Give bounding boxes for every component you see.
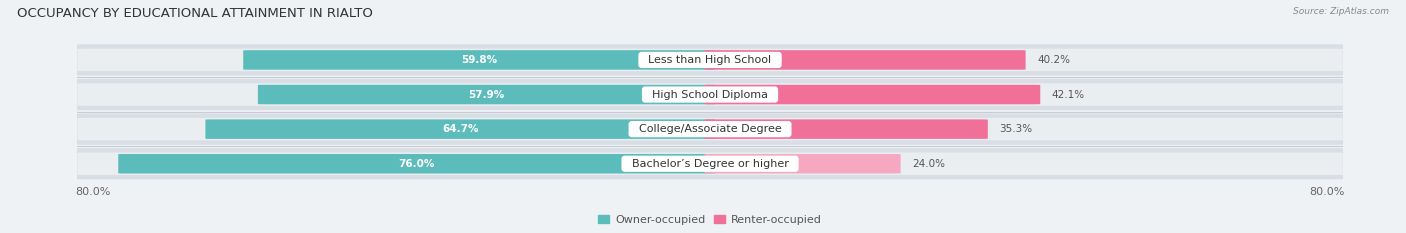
- Legend: Owner-occupied, Renter-occupied: Owner-occupied, Renter-occupied: [593, 210, 827, 229]
- Text: 64.7%: 64.7%: [441, 124, 478, 134]
- FancyBboxPatch shape: [704, 154, 901, 174]
- FancyBboxPatch shape: [205, 119, 716, 139]
- Text: College/Associate Degree: College/Associate Degree: [631, 124, 789, 134]
- FancyBboxPatch shape: [704, 50, 1025, 70]
- FancyBboxPatch shape: [76, 79, 1344, 110]
- FancyBboxPatch shape: [118, 154, 716, 174]
- FancyBboxPatch shape: [76, 44, 1344, 75]
- FancyBboxPatch shape: [77, 49, 1343, 71]
- Text: 24.0%: 24.0%: [912, 159, 945, 169]
- Text: Less than High School: Less than High School: [641, 55, 779, 65]
- Text: 35.3%: 35.3%: [1000, 124, 1032, 134]
- Text: 40.2%: 40.2%: [1038, 55, 1070, 65]
- FancyBboxPatch shape: [77, 118, 1343, 140]
- Text: OCCUPANCY BY EDUCATIONAL ATTAINMENT IN RIALTO: OCCUPANCY BY EDUCATIONAL ATTAINMENT IN R…: [17, 7, 373, 20]
- Text: Source: ZipAtlas.com: Source: ZipAtlas.com: [1294, 7, 1389, 16]
- FancyBboxPatch shape: [76, 148, 1344, 179]
- FancyBboxPatch shape: [257, 85, 716, 104]
- Text: 57.9%: 57.9%: [468, 89, 505, 99]
- Text: 42.1%: 42.1%: [1052, 89, 1085, 99]
- FancyBboxPatch shape: [77, 83, 1343, 106]
- Text: 59.8%: 59.8%: [461, 55, 498, 65]
- Text: High School Diploma: High School Diploma: [645, 89, 775, 99]
- FancyBboxPatch shape: [76, 113, 1344, 145]
- FancyBboxPatch shape: [243, 50, 716, 70]
- FancyBboxPatch shape: [704, 119, 988, 139]
- Text: 76.0%: 76.0%: [399, 159, 434, 169]
- FancyBboxPatch shape: [77, 153, 1343, 175]
- Text: Bachelor’s Degree or higher: Bachelor’s Degree or higher: [624, 159, 796, 169]
- FancyBboxPatch shape: [704, 85, 1040, 104]
